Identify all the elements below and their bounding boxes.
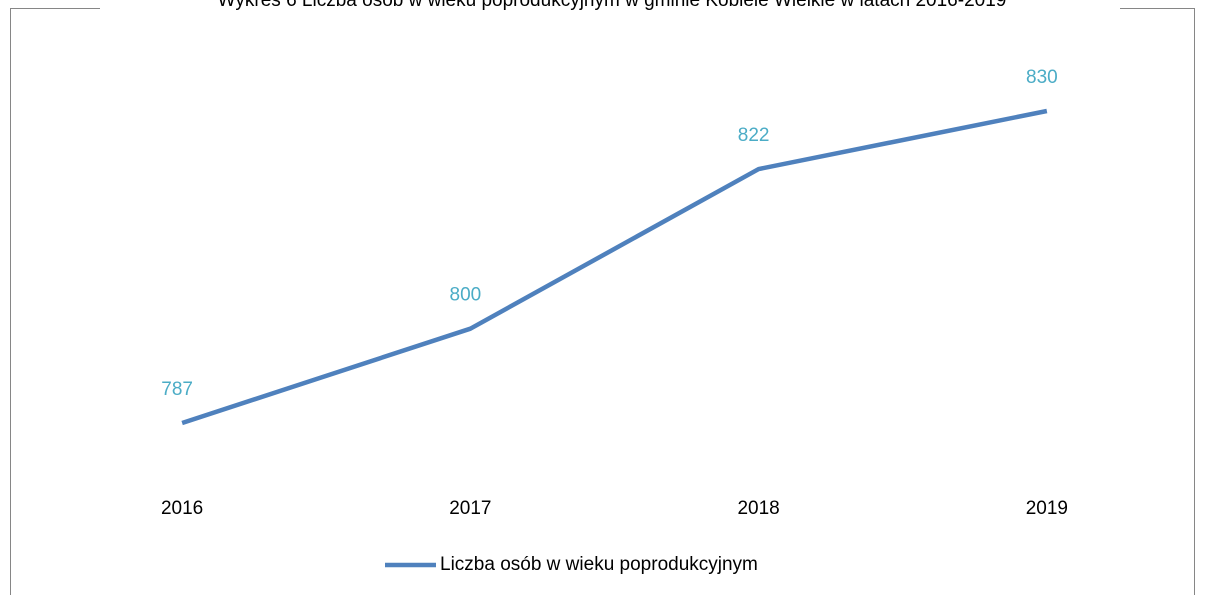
data-label: 822 — [738, 125, 770, 146]
title-background — [100, 0, 1120, 9]
chart-title: Wykres 6 Liczba osób w wieku poprodukcyj… — [218, 0, 1007, 11]
data-label: 800 — [450, 285, 482, 306]
x-tick-label: 2016 — [161, 498, 203, 519]
x-tick-label: 2017 — [449, 498, 491, 519]
x-tick-label: 2018 — [737, 498, 779, 519]
line-series — [181, 108, 1048, 426]
chart-border — [10, 8, 1195, 595]
legend-label: Liczba osób w wieku poprodukcyjnym — [440, 554, 758, 575]
data-label: 787 — [161, 379, 193, 400]
x-tick-label: 2019 — [1026, 498, 1068, 519]
data-label: 830 — [1026, 67, 1058, 88]
